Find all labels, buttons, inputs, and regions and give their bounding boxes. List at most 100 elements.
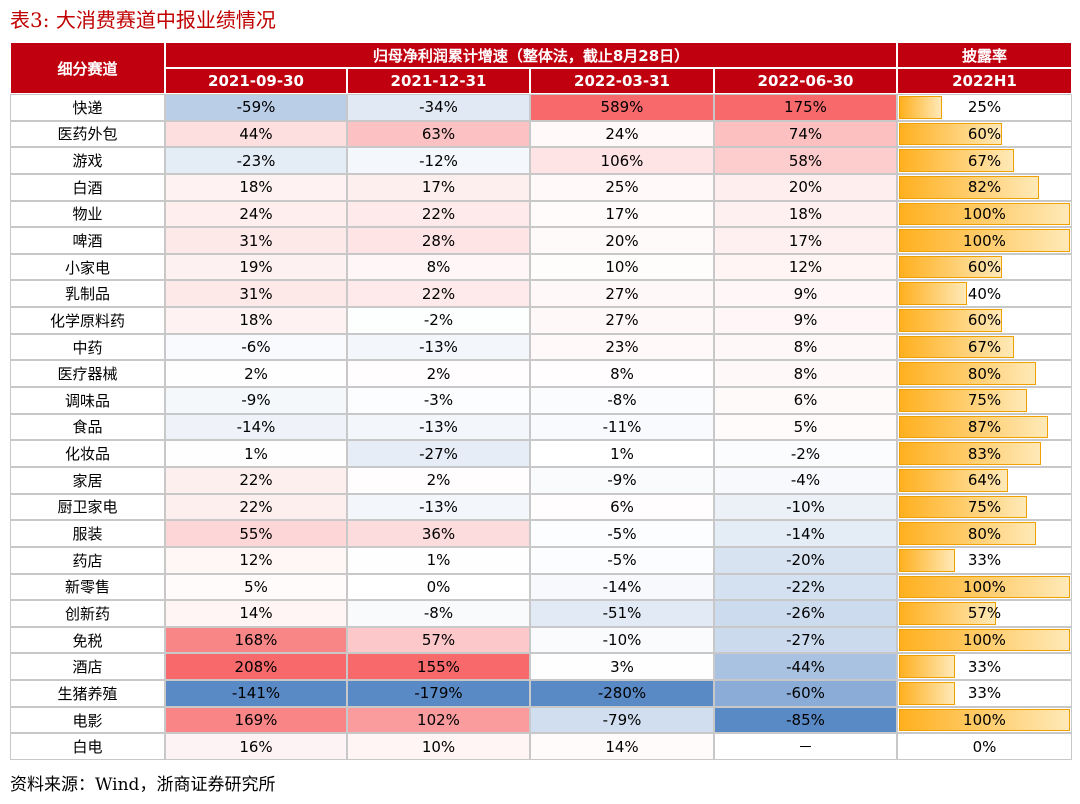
rate-bar	[899, 229, 1070, 252]
row-name: 免税	[10, 626, 165, 654]
growth-cell: 22%	[165, 466, 347, 494]
row-name: 调味品	[10, 387, 165, 414]
rate-label: 60%	[967, 311, 1002, 330]
growth-cell: -85%	[714, 706, 897, 734]
growth-cell: 155%	[347, 653, 530, 681]
row-name: 医疗器械	[10, 360, 165, 388]
row-name: 快递	[10, 94, 165, 121]
rate-bar	[899, 362, 1036, 386]
rate-bar	[899, 175, 1040, 199]
rate-label: 57%	[967, 604, 1002, 623]
rate-label: 80%	[967, 524, 1002, 543]
growth-cell: -13%	[347, 493, 530, 521]
rate-label: 100%	[963, 711, 1006, 730]
growth-cell: 2%	[347, 466, 530, 494]
growth-cell: 24%	[530, 120, 714, 148]
growth-cell: 12%	[714, 253, 897, 281]
rate-bar	[899, 628, 1070, 652]
rate-label: 87%	[967, 417, 1002, 436]
growth-cell: -27%	[714, 626, 897, 654]
growth-cell: -280%	[530, 680, 714, 707]
header-group: 归母净利润累计增速（整体法，截止8月28日）	[165, 42, 897, 68]
rate-label: 60%	[967, 258, 1002, 277]
growth-cell: 28%	[347, 227, 530, 254]
rate-bar	[899, 522, 1036, 545]
growth-cell: 17%	[347, 173, 530, 201]
rate-bar	[899, 602, 997, 625]
growth-cell: 74%	[714, 120, 897, 148]
growth-cell: -5%	[530, 520, 714, 547]
row-name: 电影	[10, 706, 165, 734]
growth-cell: 18%	[165, 173, 347, 201]
growth-cell: 12%	[165, 546, 347, 574]
growth-cell: 8%	[714, 333, 897, 361]
rate-label: 33%	[967, 657, 1002, 676]
row-name: 酒店	[10, 653, 165, 681]
growth-cell: 5%	[714, 413, 897, 441]
rate-cell	[897, 200, 1072, 228]
growth-cell: 8%	[347, 253, 530, 281]
growth-cell: 2%	[165, 360, 347, 388]
growth-cell: 23%	[530, 333, 714, 361]
rate-bar	[899, 442, 1041, 465]
row-name: 乳制品	[10, 280, 165, 308]
rate-cell	[897, 360, 1072, 388]
source: 资料来源：Wind，浙商证券研究所	[10, 775, 276, 795]
rate-bar	[899, 149, 1014, 172]
growth-cell: -179%	[347, 680, 530, 707]
growth-cell: -9%	[165, 387, 347, 414]
growth-cell: 20%	[714, 173, 897, 201]
rate-bar	[899, 655, 956, 679]
growth-cell: 18%	[165, 307, 347, 334]
growth-cell: -26%	[714, 600, 897, 627]
growth-cell: 27%	[530, 280, 714, 308]
rate-cell	[897, 227, 1072, 254]
row-name: 生猪养殖	[10, 680, 165, 707]
rate-cell	[897, 307, 1072, 334]
growth-cell: －	[714, 733, 897, 760]
growth-cell: -13%	[347, 413, 530, 441]
header-rate-period: 2022H1	[897, 68, 1072, 94]
row-name: 游戏	[10, 147, 165, 174]
growth-cell: 175%	[714, 94, 897, 121]
rate-label: 64%	[967, 471, 1002, 490]
rate-label: 75%	[967, 391, 1002, 410]
growth-cell: 0%	[347, 573, 530, 601]
rate-label: 100%	[963, 231, 1006, 250]
growth-cell: -27%	[347, 440, 530, 467]
growth-cell: -12%	[347, 147, 530, 174]
growth-cell: 10%	[530, 253, 714, 281]
growth-cell: 3%	[530, 653, 714, 681]
rate-label: 40%	[967, 284, 1002, 303]
rate-bar	[899, 468, 1009, 492]
rate-label: 67%	[967, 338, 1002, 357]
rate-cell	[897, 413, 1072, 441]
growth-cell: 22%	[347, 280, 530, 308]
growth-cell: -10%	[714, 493, 897, 521]
growth-cell: 6%	[714, 387, 897, 414]
growth-cell: 6%	[530, 493, 714, 521]
growth-cell: 5%	[165, 573, 347, 601]
rate-cell	[897, 253, 1072, 281]
rate-label: 80%	[967, 364, 1002, 383]
rate-label: 60%	[967, 124, 1002, 143]
growth-cell: 1%	[530, 440, 714, 467]
growth-cell: 31%	[165, 280, 347, 308]
rate-cell	[897, 440, 1072, 467]
rate-cell	[897, 546, 1072, 574]
growth-cell: 2%	[347, 360, 530, 388]
growth-cell: -8%	[347, 600, 530, 627]
growth-cell: -9%	[530, 466, 714, 494]
rate-label: 100%	[963, 204, 1006, 223]
growth-cell: 58%	[714, 147, 897, 174]
rate-cell	[897, 653, 1072, 681]
growth-cell: 14%	[530, 733, 714, 760]
growth-cell: -3%	[347, 387, 530, 414]
growth-cell: 31%	[165, 227, 347, 254]
rate-bar	[899, 335, 1014, 359]
row-name: 家居	[10, 466, 165, 494]
rate-bar	[899, 122, 1002, 146]
growth-cell: -6%	[165, 333, 347, 361]
growth-cell: 19%	[165, 253, 347, 281]
